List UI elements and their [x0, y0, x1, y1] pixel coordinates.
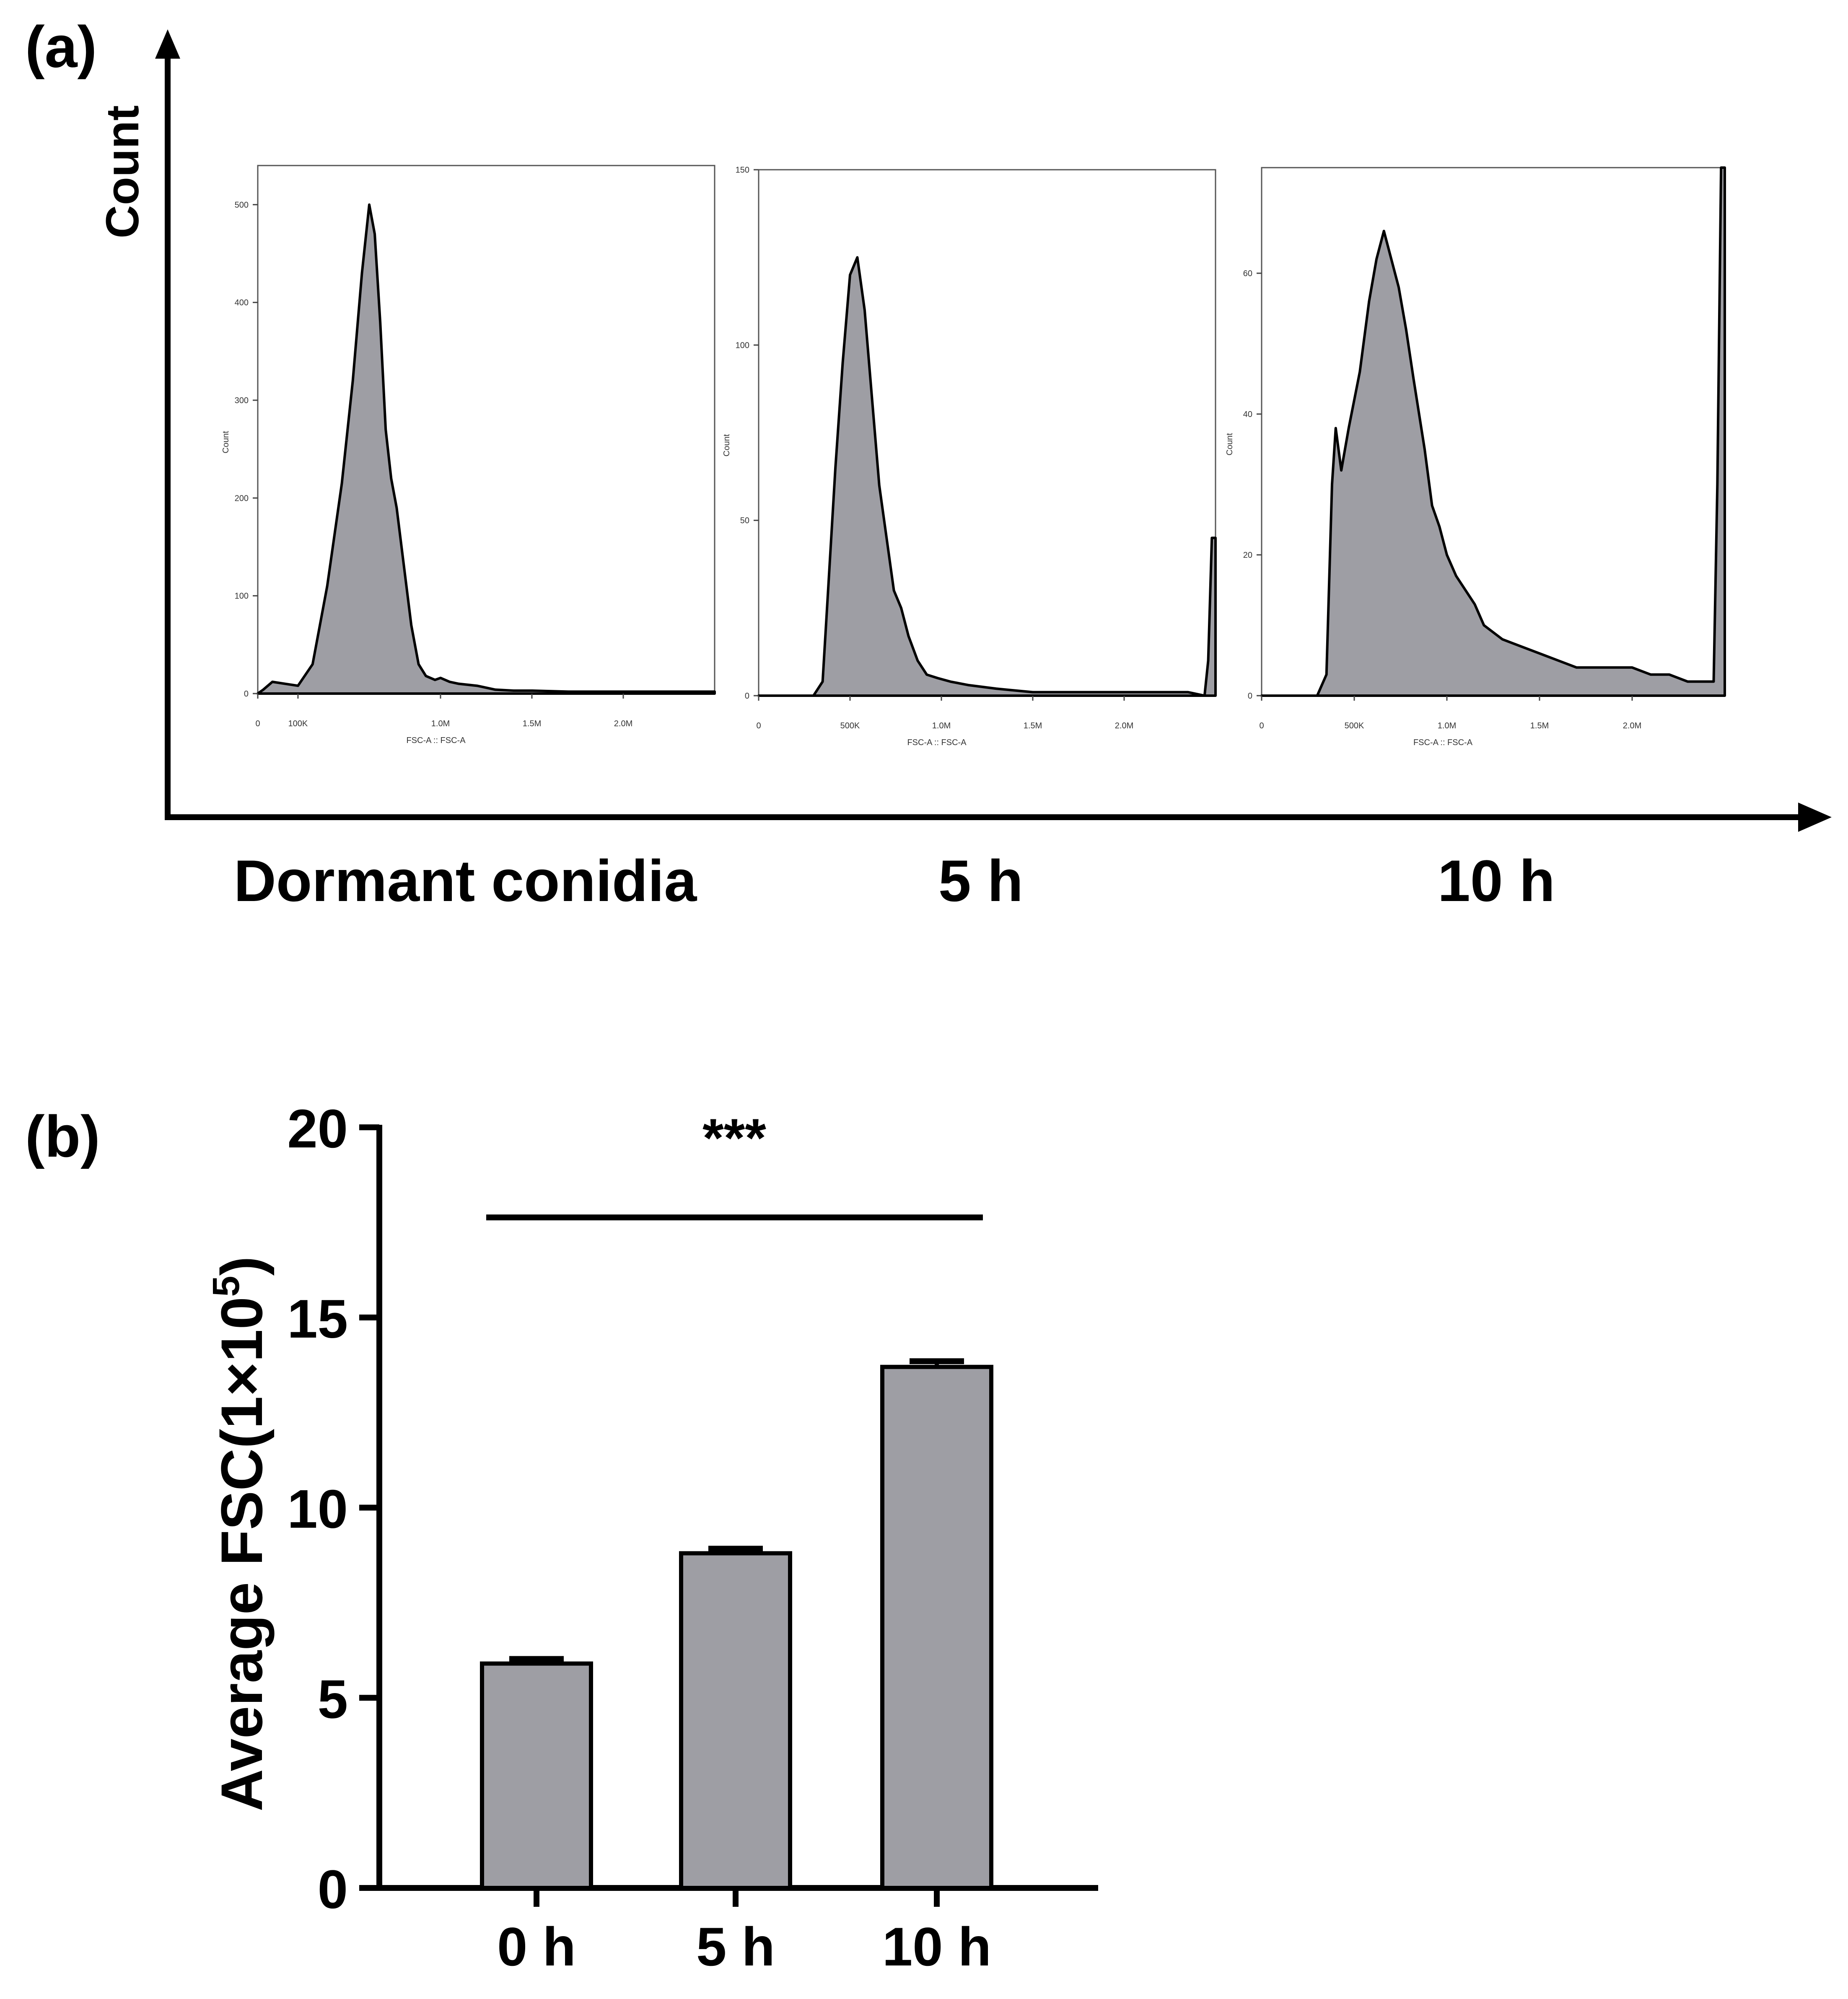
x-tick-label: 0 h	[497, 1916, 576, 1977]
bar	[480, 1661, 593, 1890]
y-tick-label: 50	[740, 516, 749, 526]
y-tick-label: 500	[235, 200, 249, 210]
x-tick-label: 2.0M	[1115, 721, 1133, 730]
bar	[679, 1551, 792, 1890]
x-tick-label: 1.0M	[431, 719, 450, 728]
x-tick-label: 1.0M	[932, 721, 951, 730]
panel-a-label: (a)	[25, 14, 97, 80]
x-tick-label: 1.5M	[1024, 721, 1042, 730]
y-tick-label: 150	[736, 166, 749, 175]
panel-b-y-label: Average FSC(1×105)	[205, 1256, 275, 1812]
y-tick-label: 0	[244, 689, 249, 699]
histogram-area	[257, 203, 716, 695]
y-tick-label: 20	[287, 1098, 348, 1159]
y-tick-label: 0	[1248, 691, 1252, 701]
x-axis-label: FSC-A :: FSC-A	[907, 738, 967, 747]
x-tick-label: 1.5M	[1530, 721, 1549, 730]
bar-chart: 0 5 10 15 20 0 h 5 h 10 h ***	[287, 1098, 1098, 1977]
y-axis-label: Count	[722, 434, 731, 456]
x-tick-label: 2.0M	[1623, 721, 1641, 730]
bar	[880, 1365, 993, 1890]
panel-a-x-arrowhead	[1798, 803, 1832, 832]
x-axis-label: FSC-A :: FSC-A	[406, 736, 466, 745]
y-tick-label: 300	[235, 396, 249, 405]
caption-dormant: Dormant conidia	[234, 848, 697, 914]
y-tick-label: 60	[1243, 269, 1252, 278]
x-tick-label: 0	[255, 719, 260, 728]
y-tick-label: 40	[1243, 410, 1252, 419]
x-tick-label: 1.0M	[1438, 721, 1456, 730]
y-tick-label: 15	[287, 1288, 348, 1349]
x-tick-label: 100K	[288, 719, 308, 728]
y-tick-label: 400	[235, 298, 249, 308]
x-tick-label: 500K	[1345, 721, 1364, 730]
x-tick-label: 500K	[840, 721, 860, 730]
significance-label: ***	[702, 1107, 766, 1168]
y-tick-label: 10	[287, 1479, 348, 1540]
panel-a-y-label: Count	[97, 105, 148, 238]
x-tick-label: 10 h	[882, 1916, 991, 1977]
y-axis-label: Count	[1225, 433, 1234, 456]
y-tick-label: 200	[235, 494, 249, 503]
y-tick-label: 0	[318, 1859, 348, 1920]
x-axis-label: FSC-A :: FSC-A	[1413, 738, 1473, 747]
y-tick-label: 100	[736, 341, 749, 350]
x-tick-label: 0	[1259, 721, 1264, 730]
caption-5h: 5 h	[938, 848, 1023, 914]
x-tick-label: 5 h	[696, 1916, 775, 1977]
y-tick-label: 0	[745, 691, 749, 701]
histogram-area	[1260, 166, 1726, 697]
x-tick-label: 1.5M	[523, 719, 541, 728]
x-tick-label: 2.0M	[614, 719, 632, 728]
y-tick-label: 5	[318, 1668, 348, 1730]
y-tick-label: 100	[235, 592, 249, 601]
y-axis-label: Count	[221, 431, 231, 453]
panel-a-y-arrowhead	[155, 29, 180, 59]
x-tick-label: 0	[756, 721, 761, 730]
y-tick-label: 20	[1243, 551, 1252, 560]
histogram-area	[757, 256, 1217, 697]
caption-10h: 10 h	[1438, 848, 1555, 914]
histogram-dormant: 0 100 200 300 400 500 0 100K 1.0M 1.5M 2.0M FSC-A :…	[221, 165, 716, 745]
panel-b-label: (b)	[25, 1103, 100, 1169]
